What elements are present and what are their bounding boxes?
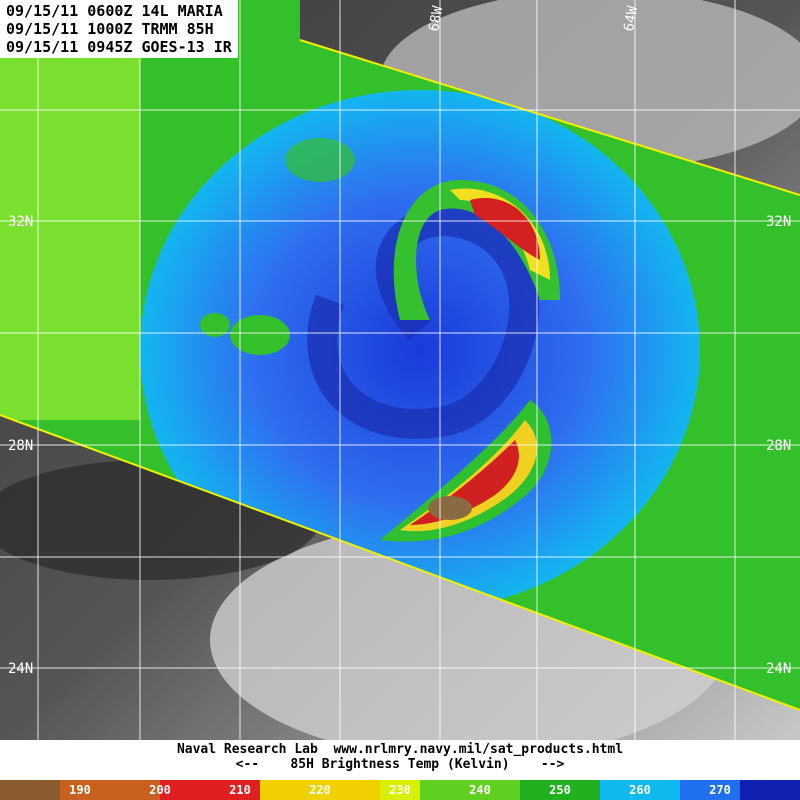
rain-band: [400, 420, 537, 532]
lat-label: 28N: [766, 438, 791, 454]
colorbar: 190 200 210 220 230 240 250 260 270: [0, 780, 800, 800]
cold-region: [140, 90, 700, 610]
swath-edge: [299, 39, 800, 196]
colorbar-tick-label: 240: [469, 783, 491, 797]
colorbar-tick-label: 230: [389, 783, 411, 797]
header-line: 09/15/11 1000Z TRMM 85H: [6, 20, 214, 38]
grid: [0, 0, 800, 740]
swath-fill: [0, 0, 140, 420]
lat-label: 24N: [766, 661, 791, 677]
header-line: 09/15/11 0600Z 14L MARIA: [6, 2, 223, 20]
colorbar-tick-label: 250: [549, 783, 571, 797]
colorbar-tick-label: 260: [629, 783, 651, 797]
rain-band: [380, 400, 552, 542]
rain-band: [428, 496, 472, 520]
footer: Naval Research Lab www.nrlmry.navy.mil/s…: [0, 740, 800, 780]
lat-label: 28N: [8, 438, 33, 454]
source: Naval Research Lab www.nrlmry.navy.mil/s…: [176, 742, 624, 757]
lon-label: 64W: [621, 4, 641, 32]
swath-edge: [0, 414, 800, 711]
header: 09/15/11 0600Z 14L MARIA 09/15/11 1000Z …: [0, 0, 238, 58]
rain-band: [285, 138, 355, 182]
lat-label: 32N: [766, 214, 791, 230]
rain-band: [230, 315, 290, 355]
header-line: 09/15/11 0945Z GOES-13 IR: [6, 38, 232, 56]
lat-label: 24N: [8, 661, 33, 677]
colorbar-tick-label: 220: [309, 783, 331, 797]
lat-label: 32N: [8, 214, 33, 230]
colorbar-tick-label: 210: [229, 783, 251, 797]
colorbar-tick-label: 270: [709, 783, 731, 797]
scale-title: <-- 85H Brightness Temp (Kelvin) -->: [235, 757, 565, 772]
colorbar-tick-label: 200: [149, 783, 171, 797]
lon-label: 68W: [426, 4, 446, 32]
rain-band: [470, 198, 540, 260]
colorbar-tick-label: 190: [69, 783, 91, 797]
rain-band: [200, 313, 230, 337]
